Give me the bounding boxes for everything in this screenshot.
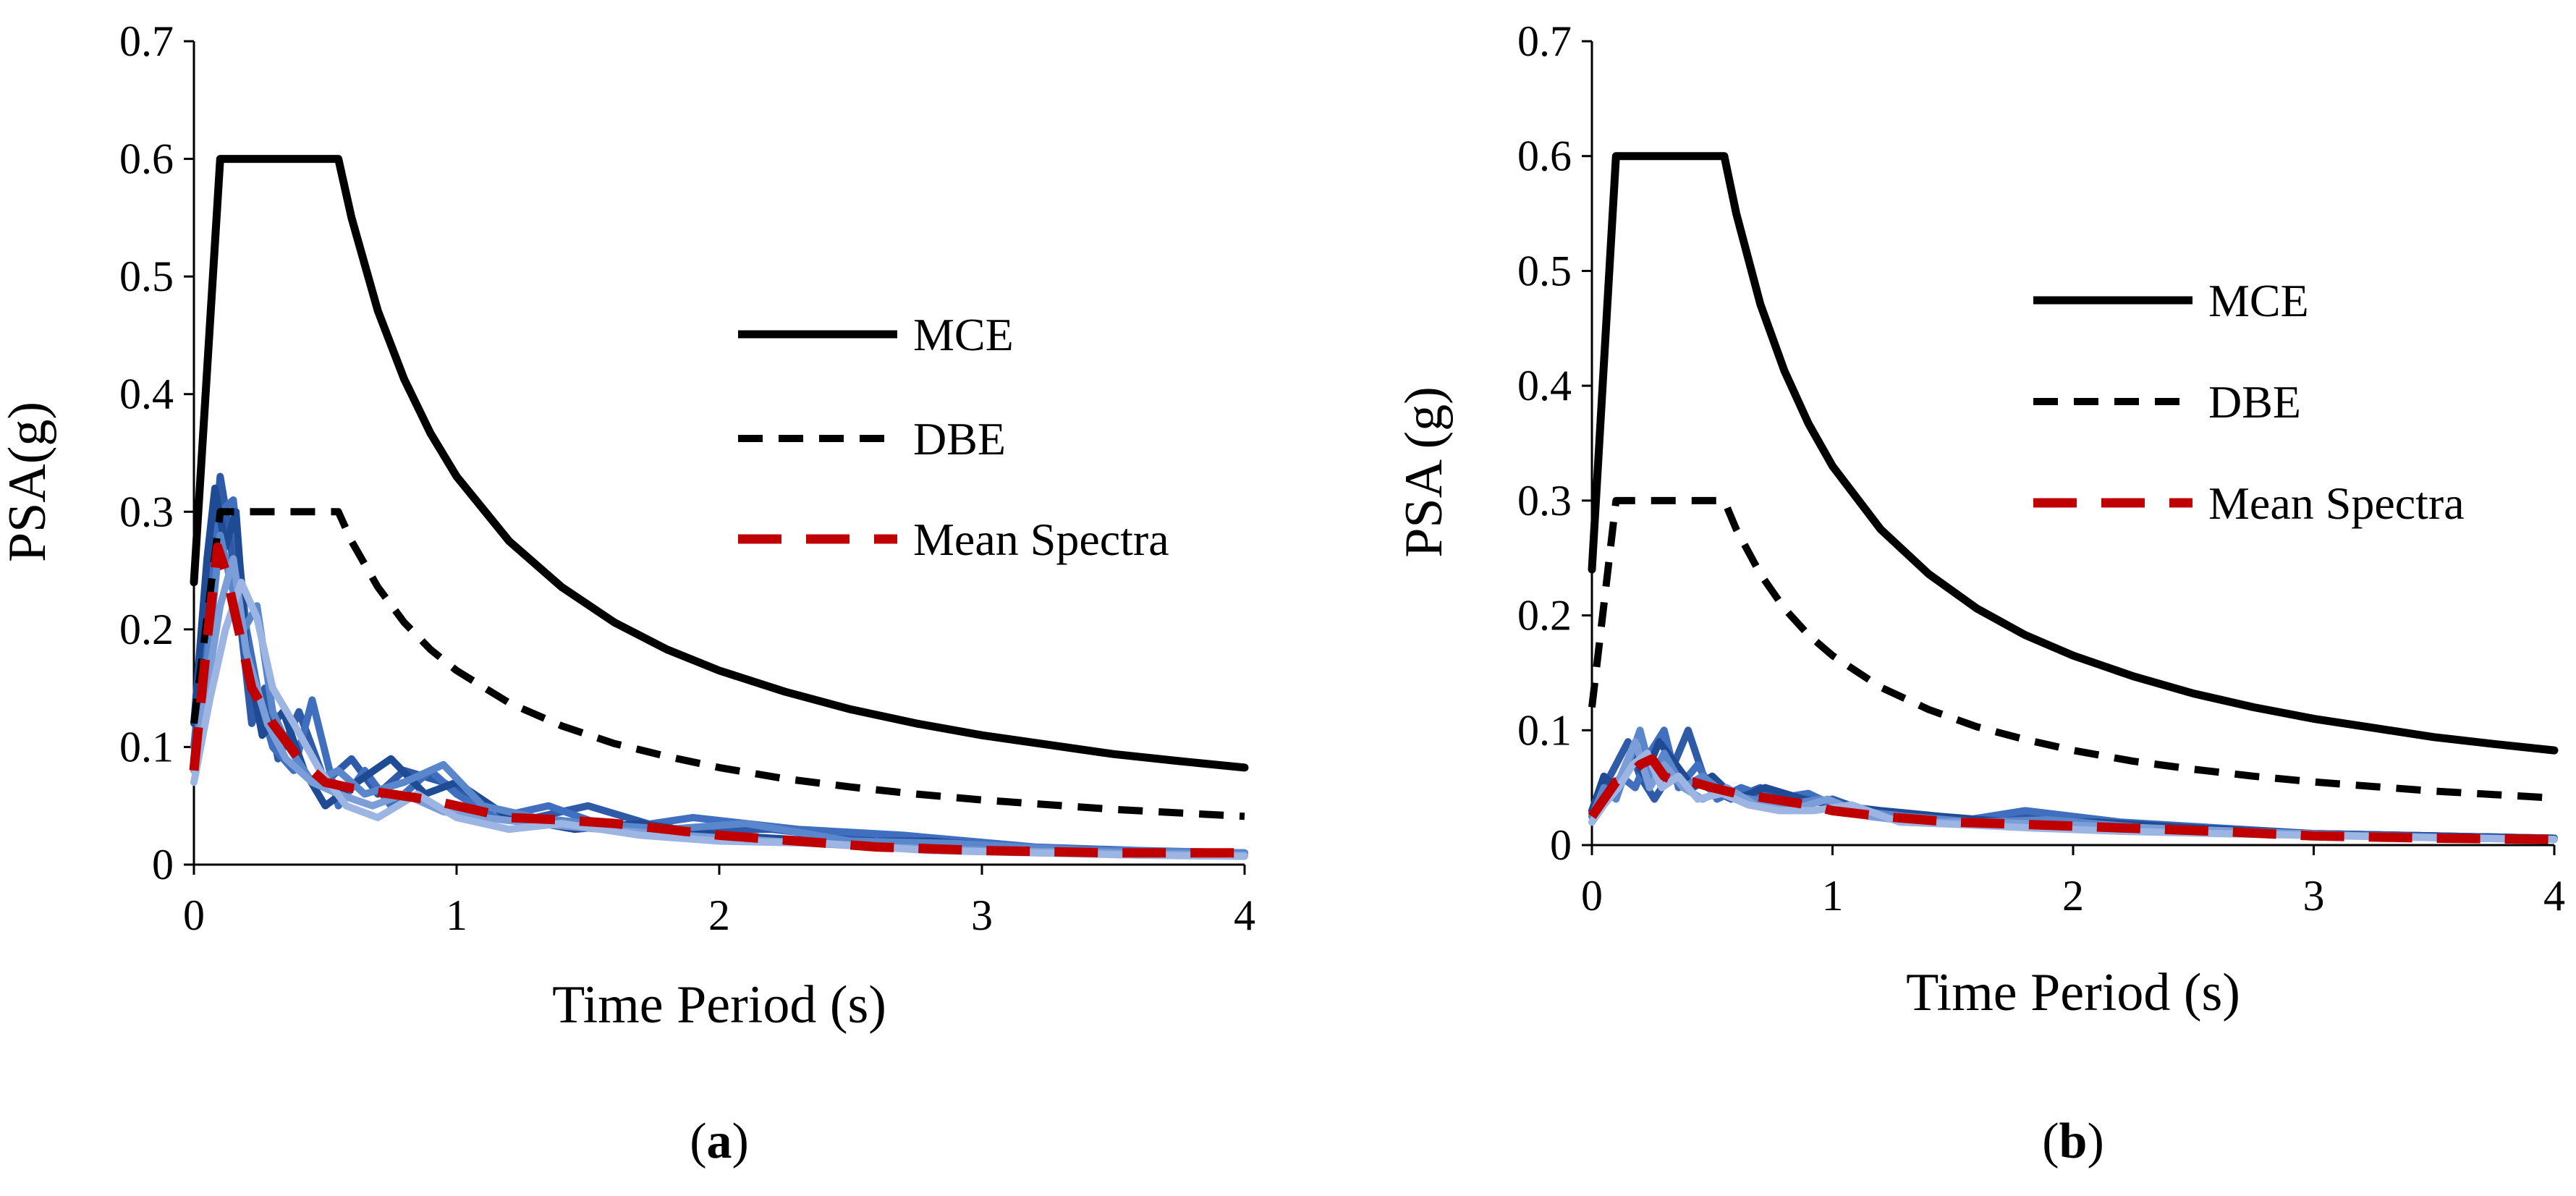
b-x-tick-label: 0 [1581, 872, 1603, 920]
a-x-tick-label: 4 [1234, 891, 1255, 939]
a-legend-label: DBE [913, 413, 1006, 465]
a-y-tick-label: 0.6 [119, 135, 174, 183]
b-legend-label: MCE [2208, 275, 2309, 326]
b-series-dbe [1588, 496, 2555, 802]
b-y-tick-label: 0.7 [1517, 17, 1572, 65]
panel-b: 0 0.1 0.2 0.3 0.4 0.5 0.6 0.7 0 1 2 3 4 PSA (g) Time P… [1394, 17, 2565, 1169]
b-y-tick-label: 0.6 [1517, 132, 1572, 180]
b-y-tick-label: 0.4 [1517, 362, 1572, 410]
b-y-tick-label: 0.1 [1517, 706, 1572, 754]
b-caption-letter: b [2059, 1114, 2088, 1169]
a-legend-label: MCE [913, 309, 1014, 360]
a-y-tick-label: 0.4 [119, 370, 174, 418]
a-y-tick-label: 0.3 [119, 488, 174, 535]
b-x-tick-label: 2 [2062, 872, 2084, 920]
a-panel-caption: (a) [690, 1114, 749, 1169]
b-y-tick-label: 0.5 [1517, 247, 1572, 294]
b-legend-label: Mean Spectra [2208, 478, 2465, 529]
a-series-record-6 [190, 578, 1248, 860]
b-x-tick-label: 4 [2543, 872, 2565, 920]
b-legend-label: DBE [2208, 376, 2301, 428]
a-y-tick-label: 0.1 [119, 723, 174, 771]
a-x-tick-label: 2 [708, 891, 730, 939]
a-x-tick-label: 3 [971, 891, 993, 939]
a-x-tick-label: 0 [183, 891, 205, 939]
a-y-axis-title: PSA(g) [0, 402, 57, 562]
b-x-tick-label: 3 [2303, 872, 2325, 920]
a-series-mean-spectra [189, 542, 1245, 858]
a-series-mce [190, 155, 1249, 772]
a-series-dbe [190, 508, 1245, 820]
panel-a: 0 0.1 0.2 0.3 0.4 0.5 0.6 0.7 0 1 2 3 4 PSA(g) Time Pe… [0, 17, 1255, 1169]
b-y-tick-label: 0.3 [1517, 477, 1572, 525]
a-caption-letter: a [707, 1114, 732, 1169]
a-legend-label: Mean Spectra [913, 514, 1169, 565]
b-y-tick-label: 0.2 [1517, 592, 1572, 640]
b-y-tick-label: 0 [1550, 821, 1572, 869]
a-y-tick-label: 0.7 [119, 17, 174, 65]
b-series-mean-spectra [1588, 754, 2555, 844]
b-y-axis-title: PSA (g) [1394, 386, 1454, 557]
a-y-tick-label: 0.5 [119, 253, 174, 300]
b-x-axis-title: Time Period (s) [1906, 963, 2240, 1022]
b-series-mce [1588, 152, 2559, 755]
b-x-tick-label: 1 [1822, 872, 1844, 920]
a-y-tick-label: 0.2 [119, 606, 174, 653]
b-series-record-6 [1588, 750, 2558, 844]
b-panel-caption: (b) [2042, 1114, 2104, 1169]
a-x-axis-title: Time Period (s) [552, 975, 886, 1035]
a-x-tick-label: 1 [446, 891, 467, 939]
a-y-tick-label: 0 [152, 841, 174, 888]
